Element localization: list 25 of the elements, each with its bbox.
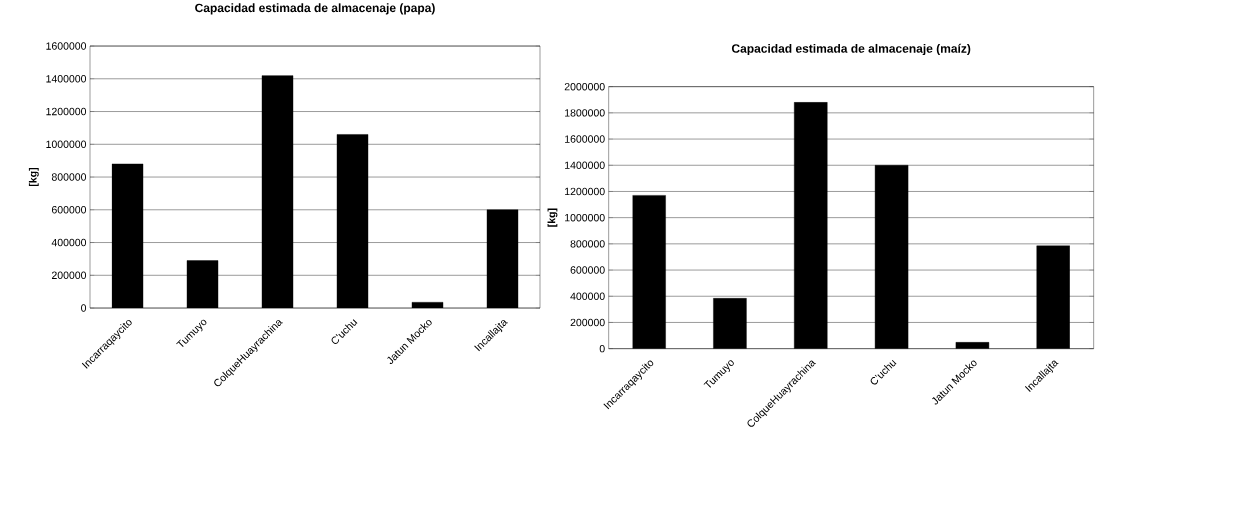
y-tick-label: 600000 bbox=[51, 205, 87, 214]
y-tick-label: 1600000 bbox=[565, 135, 605, 143]
y-tick-label: 800000 bbox=[51, 173, 87, 181]
y-tick-label: 1000000 bbox=[46, 140, 87, 148]
y-tick-label: 1400000 bbox=[565, 161, 605, 169]
y-tick-label: 200000 bbox=[570, 318, 605, 327]
y-tick-label: 400000 bbox=[51, 238, 87, 247]
y-tick-label: 0 bbox=[81, 304, 87, 312]
y-tick-label: 0 bbox=[599, 344, 605, 353]
y-axis-title: [kg] bbox=[547, 208, 558, 227]
y-axis-title: [kg] bbox=[28, 167, 39, 186]
bar bbox=[955, 342, 990, 349]
y-tick-label: 600000 bbox=[570, 266, 605, 274]
y-tick-label: 1000000 bbox=[565, 213, 605, 222]
y-tick-label: 1800000 bbox=[565, 109, 605, 117]
y-tick-label: 1600000 bbox=[46, 42, 87, 50]
y-tick-label: 1200000 bbox=[565, 187, 605, 196]
y-tick-label: 1200000 bbox=[46, 107, 87, 116]
y-tick-label: 1400000 bbox=[46, 74, 87, 83]
chart-title: Capacidad estimada de almacenaje (papa) bbox=[195, 3, 435, 15]
y-tick-label: 800000 bbox=[570, 240, 605, 248]
y-tick-label: 200000 bbox=[51, 271, 87, 279]
chart-title: Capacidad estimada de almacenaje (maíz) bbox=[731, 43, 971, 56]
y-tick-label: 400000 bbox=[570, 292, 605, 300]
y-tick-label: 2000000 bbox=[564, 82, 605, 91]
